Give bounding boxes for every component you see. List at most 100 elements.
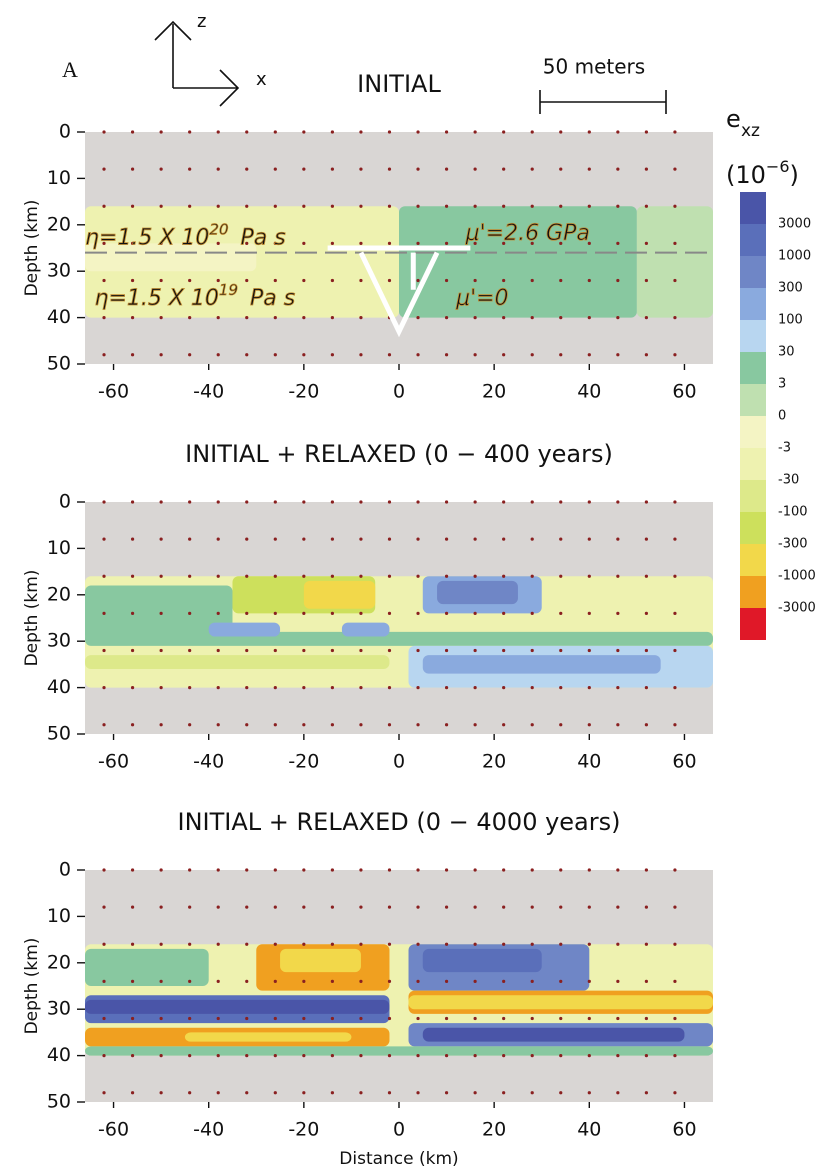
grid-point [502,204,506,208]
colorbar-label: -1000 [778,569,816,584]
grid-point [644,353,648,357]
grid-point [188,167,192,171]
grid-point [245,723,249,727]
colorbar-label: 1000 [778,249,811,264]
grid-point [444,1054,449,1058]
grid-point [444,204,449,208]
grid-point [387,130,392,134]
grid-point [359,979,363,983]
grid-point [130,1016,135,1021]
strain-region [408,995,713,1010]
y-tick-label: 0 [59,121,71,143]
grid-point [559,353,563,357]
grid-point [473,241,477,245]
panel-title: INITIAL + RELAXED (0 − 4000 years) [177,808,620,836]
grid-point [616,905,620,909]
grid-point [616,537,620,541]
grid-point [216,1091,220,1095]
grid-point [159,611,163,615]
grid-point [444,723,449,727]
strain-region [85,585,233,642]
grid-point [530,723,534,727]
grid-point [159,500,163,504]
grid-point [302,905,306,909]
grid-point [188,942,192,946]
strain-region [422,948,542,973]
grid-point [644,241,648,245]
annotation-sup: 19 [219,281,238,299]
grid-point [302,1016,306,1021]
grid-point [359,241,363,245]
grid-point [502,353,506,357]
grid-point [473,1054,477,1058]
strain-region [399,206,637,318]
grid-point [359,648,363,653]
grid-point [502,1054,506,1058]
strain-region [85,631,713,646]
grid-point [444,167,449,171]
strain-region [85,243,257,272]
grid-point [188,723,192,727]
grid-point [673,574,677,578]
grid-point [616,204,620,208]
grid-point [473,353,477,357]
grid-point [587,130,591,134]
grid-point [330,241,334,245]
grid-point [473,905,477,909]
figure-label: A [62,57,78,82]
grid-point [359,574,363,578]
grid-point [616,611,620,615]
grid-point [502,686,506,690]
grid-point [330,130,334,134]
grid-point [130,611,135,615]
grid-point [216,353,220,357]
grid-point [330,648,334,653]
grid-point [273,500,277,504]
grid-point [559,241,563,245]
grid-point [502,278,506,283]
grid-point [387,648,392,653]
grid-point [159,1054,163,1058]
grid-point [359,278,363,283]
grid-point [330,500,334,504]
grid-point [359,500,363,504]
grid-point [587,204,591,208]
grid-point [188,353,192,357]
grid-point [359,942,363,946]
grid-point [444,241,449,245]
grid-point [159,574,163,578]
grid-point [502,167,506,171]
grid-point [530,1054,534,1058]
grid-point [330,167,334,171]
grid-point [473,130,477,134]
annotation-text: μ'=2.6 GPa [465,221,590,246]
grid-point [330,204,334,208]
grid-point [502,1091,506,1095]
annotation: η=1.5 X 1020 Pa s [85,220,286,251]
grid-point [130,905,135,909]
unit-exp: −6 [766,157,790,176]
grid-point [245,942,249,946]
grid-point [102,1054,106,1058]
grid-point [387,723,392,727]
grid-point [159,130,163,134]
grid-point [616,574,620,578]
grid-point [302,130,306,134]
grid-point [644,574,648,578]
grid-point [302,500,306,504]
colorbar-symbol: e [726,105,741,133]
grid-point [559,979,563,983]
grid-point [387,686,392,690]
y-tick-label: 10 [47,905,71,927]
grid-point [359,611,363,615]
x-tick-label: 20 [482,1119,506,1141]
grid-point [273,611,277,615]
grid-point [302,278,306,283]
grid-point [359,204,363,208]
grid-point [387,1016,392,1021]
grid-point [273,537,277,541]
grid-point [587,500,591,504]
grid-point [587,241,591,245]
colorbar-swatch [740,416,766,448]
grid-point [673,979,677,983]
